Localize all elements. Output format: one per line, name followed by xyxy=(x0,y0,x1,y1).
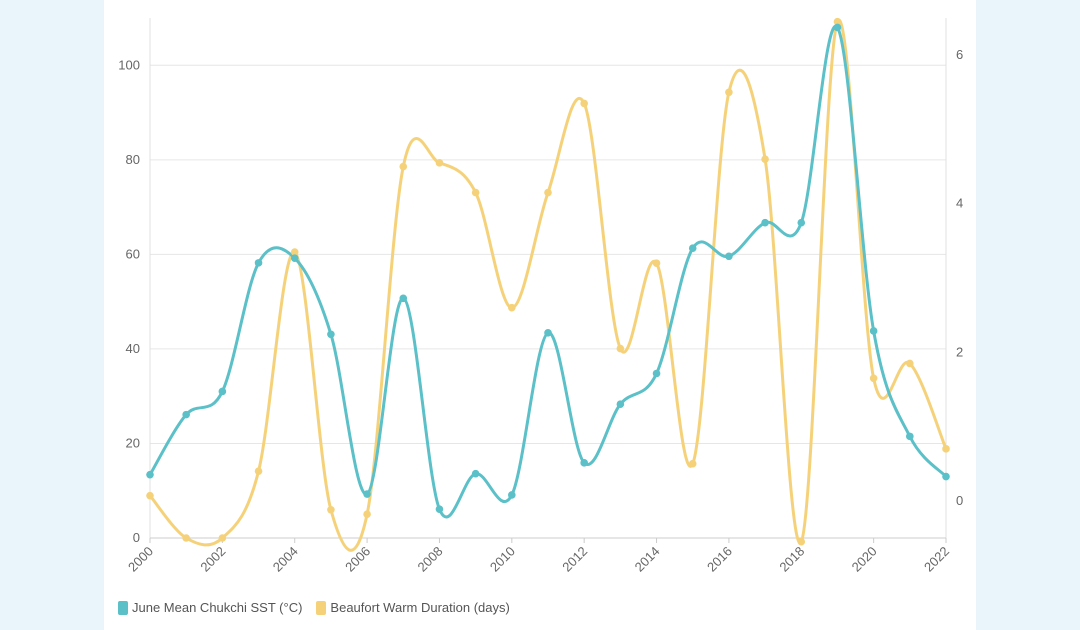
warm-duration-data-point[interactable] xyxy=(688,459,697,468)
x-tick-label: 2004 xyxy=(270,544,301,575)
legend-swatch-sst xyxy=(118,600,128,615)
x-tick-label: 2016 xyxy=(704,544,735,575)
warm-duration-data-point[interactable] xyxy=(652,259,661,267)
x-tick-label: 2010 xyxy=(487,544,518,575)
y-right-tick-label: 4 xyxy=(956,196,963,211)
x-tick-label: 2020 xyxy=(849,544,880,575)
warm-duration-data-point[interactable] xyxy=(182,534,190,542)
y-left-tick-label: 100 xyxy=(118,57,140,72)
sst-data-point[interactable] xyxy=(616,400,625,409)
sst-data-point[interactable] xyxy=(833,23,842,32)
series-lines xyxy=(148,18,948,552)
chart-card xyxy=(104,0,976,630)
sst-data-point[interactable] xyxy=(327,330,335,339)
warm-duration-data-point[interactable] xyxy=(942,445,950,453)
sst-data-point[interactable] xyxy=(146,470,154,479)
sst-data-point[interactable] xyxy=(399,294,408,303)
warm-duration-data-point[interactable] xyxy=(471,188,480,197)
x-tick-label: 2022 xyxy=(921,544,952,575)
legend-item-sst[interactable]: June Mean Chukchi SST (°C) xyxy=(118,600,302,615)
sst-data-point[interactable] xyxy=(435,505,444,513)
warm-duration-data-point[interactable] xyxy=(254,467,263,475)
y-left-tick-label: 20 xyxy=(126,435,140,450)
warm-duration-data-point[interactable] xyxy=(833,17,842,26)
sst-data-point[interactable] xyxy=(218,387,227,396)
sst-data-point[interactable] xyxy=(725,252,733,261)
sst-data-point[interactable] xyxy=(869,327,878,335)
sst-data-point[interactable] xyxy=(688,244,697,253)
sst-data-point[interactable] xyxy=(508,491,516,499)
warm-duration-data-point[interactable] xyxy=(761,155,769,163)
legend: June Mean Chukchi SST (°C) Beaufort Warm… xyxy=(118,600,510,615)
x-tick-label: 2014 xyxy=(632,544,663,575)
warm-duration-data-point[interactable] xyxy=(508,303,516,312)
warm-duration-series-line xyxy=(148,18,948,552)
y-right-tick-label: 0 xyxy=(956,493,963,508)
x-tick-label: 2000 xyxy=(125,544,156,575)
y-right-tick-label: 2 xyxy=(956,344,963,359)
warm-duration-data-point[interactable] xyxy=(218,534,227,542)
sst-data-point[interactable] xyxy=(652,369,661,378)
warm-duration-data-point[interactable] xyxy=(363,510,371,519)
data-points xyxy=(146,17,950,546)
x-tick-label: 2012 xyxy=(559,544,590,575)
y-left-tick-label: 40 xyxy=(126,341,140,356)
y-left-tick-label: 0 xyxy=(133,530,140,545)
legend-swatch-warm-duration xyxy=(316,600,327,615)
sst-data-point[interactable] xyxy=(942,472,950,481)
warm-duration-data-point[interactable] xyxy=(797,537,806,546)
sst-data-point[interactable] xyxy=(254,259,263,267)
x-tick-label: 2018 xyxy=(776,544,807,575)
x-tick-label: 2008 xyxy=(415,544,446,575)
sst-data-point[interactable] xyxy=(544,329,552,337)
y-right-tick-label: 6 xyxy=(956,47,963,62)
warm-duration-data-point[interactable] xyxy=(399,162,408,171)
warm-duration-data-point[interactable] xyxy=(146,491,154,500)
sst-data-point[interactable] xyxy=(906,432,914,441)
warm-duration-data-point[interactable] xyxy=(616,344,625,353)
sst-data-point[interactable] xyxy=(580,459,588,467)
sst-data-point[interactable] xyxy=(471,469,480,478)
legend-item-warm-duration[interactable]: Beaufort Warm Duration (days) xyxy=(316,600,510,615)
legend-label-warm-duration: Beaufort Warm Duration (days) xyxy=(330,600,510,615)
x-tick-label: 2002 xyxy=(197,544,228,575)
sst-data-point[interactable] xyxy=(290,254,299,262)
sst-series-line xyxy=(148,24,948,519)
warm-duration-data-point[interactable] xyxy=(725,88,733,97)
warm-duration-data-point[interactable] xyxy=(869,374,878,383)
sst-data-point[interactable] xyxy=(797,218,806,227)
y-left-tick-label: 60 xyxy=(126,246,140,261)
sst-data-point[interactable] xyxy=(182,410,190,419)
warm-duration-data-point[interactable] xyxy=(544,188,552,197)
warm-duration-data-point[interactable] xyxy=(327,505,335,514)
warm-duration-data-point[interactable] xyxy=(906,359,914,368)
warm-duration-data-point[interactable] xyxy=(435,159,444,167)
sst-data-point[interactable] xyxy=(761,218,769,227)
warm-duration-data-point[interactable] xyxy=(290,248,299,256)
sst-data-point[interactable] xyxy=(363,490,371,498)
legend-label-sst: June Mean Chukchi SST (°C) xyxy=(132,600,303,615)
y-left-tick-label: 80 xyxy=(126,152,140,167)
warm-duration-data-point[interactable] xyxy=(580,99,588,108)
